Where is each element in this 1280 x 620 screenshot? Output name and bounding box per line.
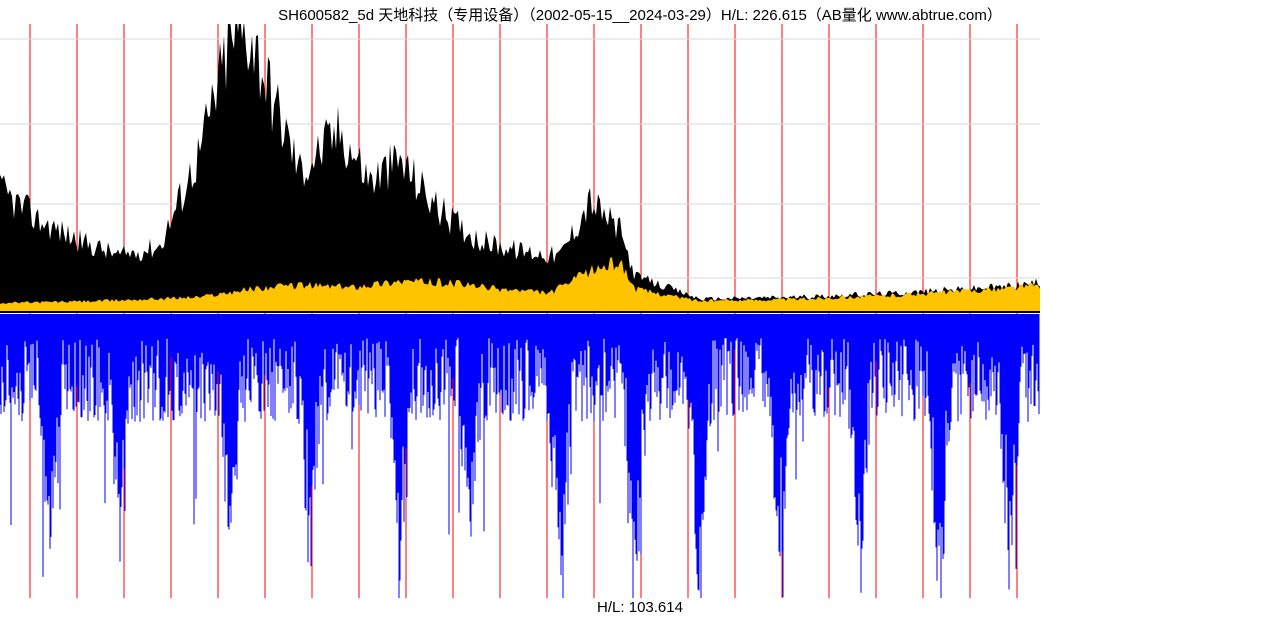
chart-bottom-label: H/L: 103.614 bbox=[0, 599, 1280, 616]
chart-title: SH600582_5d 天地科技（专用设备）（2002-05-15__2024-… bbox=[0, 4, 1280, 25]
chart-area bbox=[0, 24, 1040, 598]
chart-svg bbox=[0, 24, 1040, 598]
